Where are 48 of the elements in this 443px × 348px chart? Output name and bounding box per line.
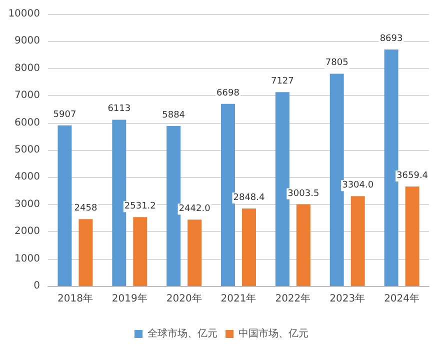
bar: [384, 50, 398, 286]
data-label: 5884: [162, 110, 186, 120]
x-tick-label: 2020年: [166, 292, 202, 304]
bar: [78, 219, 93, 286]
data-label: 6113: [108, 104, 131, 114]
y-tick-label: 8000: [14, 62, 40, 74]
bar: [330, 74, 344, 286]
data-label: 3003.5: [288, 188, 320, 199]
x-tick-label: 2022年: [275, 292, 311, 304]
bar: [221, 104, 235, 286]
data-label: 2531.2: [124, 202, 156, 212]
data-label: 7127: [270, 76, 294, 87]
y-tick-label: 1000: [14, 253, 40, 264]
y-tick-label: 6000: [14, 117, 40, 128]
bar: [58, 125, 72, 286]
legend-label: 中国市场、亿元: [238, 328, 308, 340]
bar: [133, 217, 148, 286]
bar: [296, 204, 310, 286]
data-label: 8693: [380, 34, 403, 44]
x-tick-label: 2018年: [57, 292, 93, 304]
bar: [405, 186, 420, 286]
y-tick-label: 0: [34, 280, 40, 292]
y-tick-label: 5000: [14, 144, 40, 156]
legend-label: 全球市场、亿元: [148, 328, 218, 340]
data-label: 3304.0: [342, 180, 374, 191]
y-tick-label: 4000: [14, 172, 40, 183]
y-tick-label: 7000: [14, 90, 40, 102]
x-tick-label: 2024年: [384, 292, 420, 304]
bar: [350, 196, 365, 286]
bar: [112, 120, 126, 286]
y-tick-label: 9000: [14, 36, 40, 47]
y-tick-label: 2000: [14, 226, 40, 238]
data-label: 2848.4: [233, 193, 266, 204]
y-tick-label: 3000: [14, 198, 40, 210]
data-label: 2458: [74, 204, 98, 214]
x-tick-label: 2019年: [112, 292, 148, 304]
y-tick-label: 10000: [8, 8, 40, 20]
data-label: 7805: [325, 58, 348, 68]
bar: [275, 92, 290, 286]
x-tick-label: 2023年: [330, 292, 366, 304]
x-tick-label: 2021年: [220, 292, 256, 304]
data-label: 5907: [53, 110, 76, 120]
data-label: 2442.0: [178, 204, 211, 214]
bar: [166, 126, 181, 286]
data-label: 6698: [216, 88, 240, 98]
bar: [188, 220, 202, 286]
bar: [242, 208, 256, 286]
data-label: 3659.4: [396, 170, 428, 181]
